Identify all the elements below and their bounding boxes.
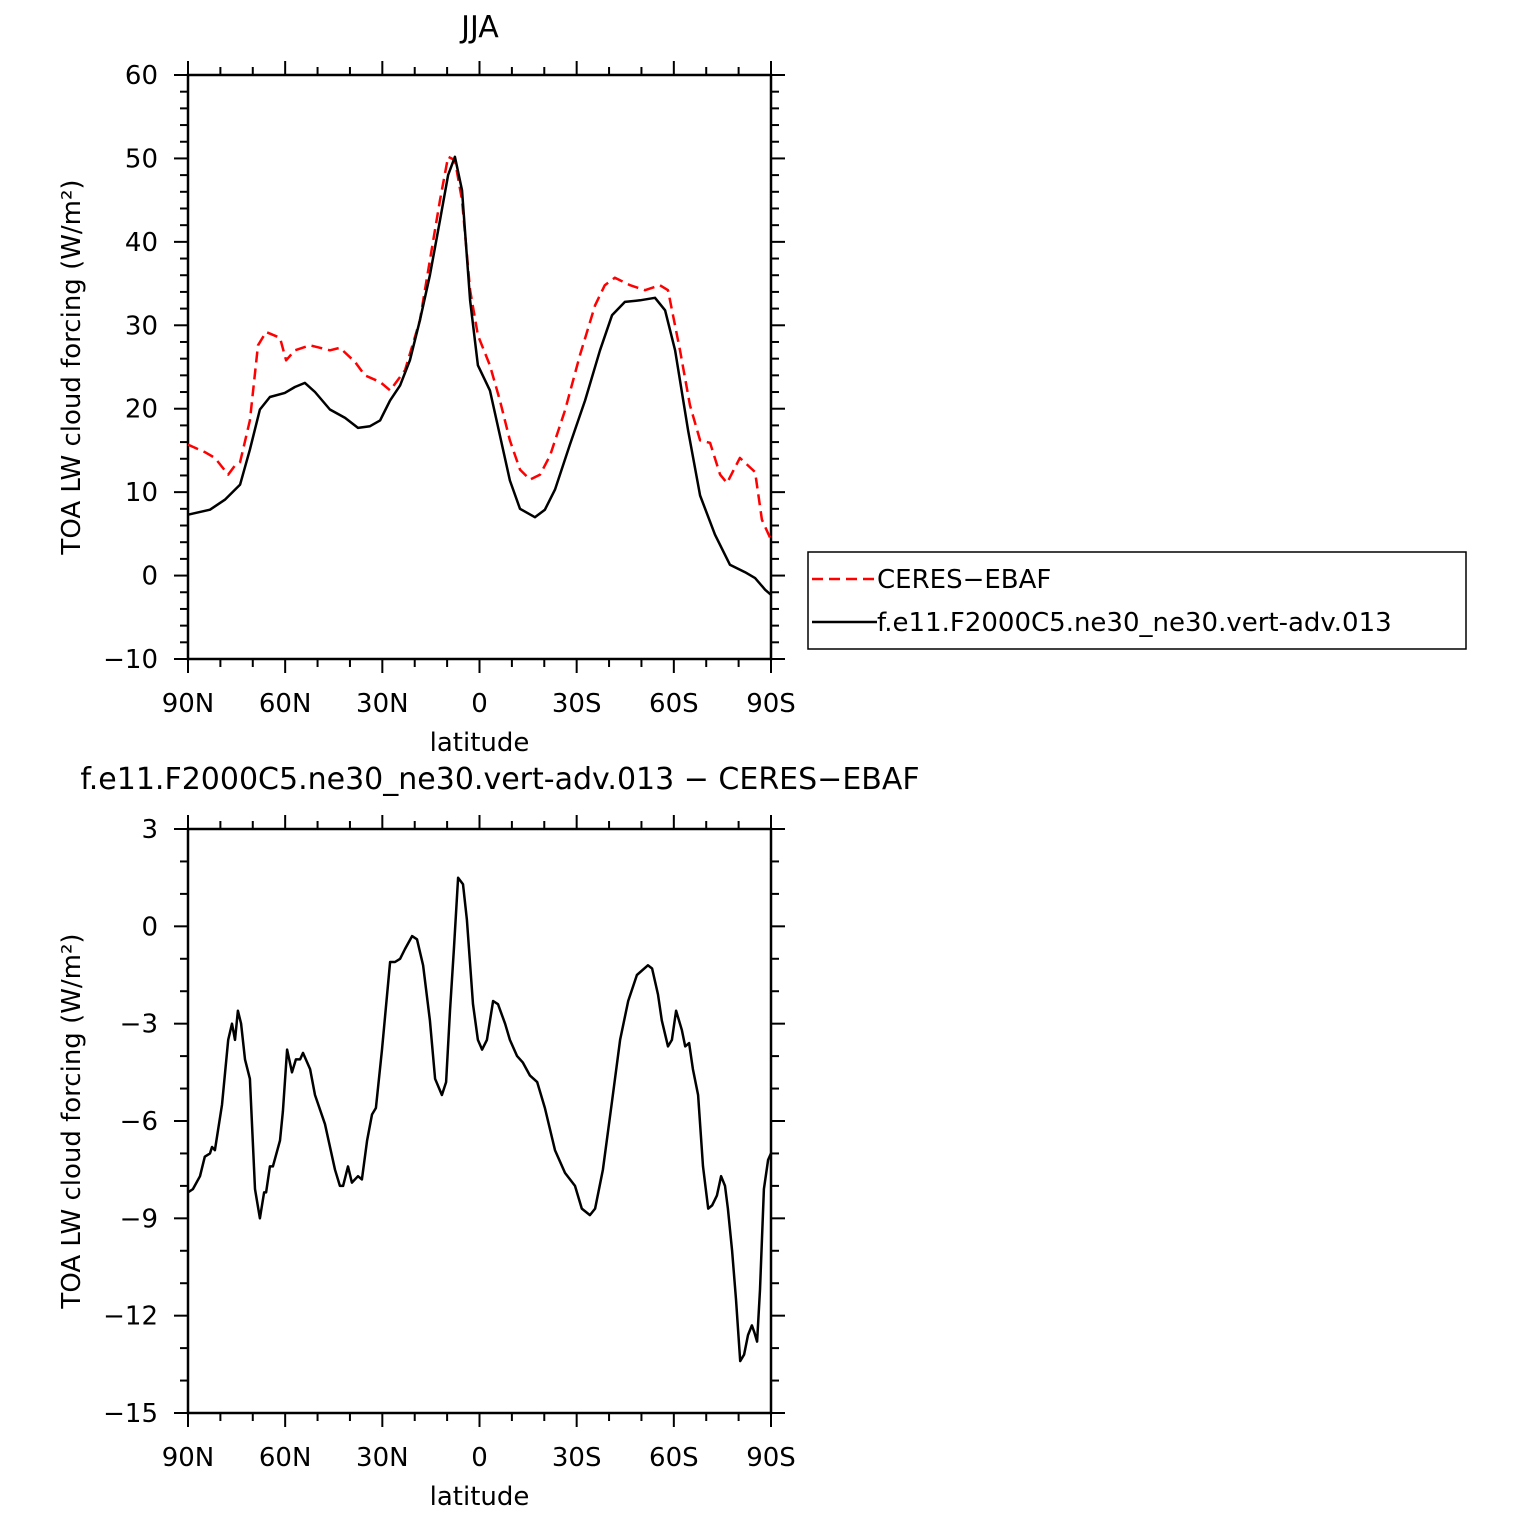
x-tick-label: 60S [649,689,699,719]
x-tick-label: 30S [552,689,602,719]
y-axis-label: TOA LW cloud forcing (W/m²) [57,933,87,1309]
y-tick-label: −10 [103,645,158,675]
y-tick-label: −9 [120,1204,158,1234]
y-tick-label: 10 [125,478,158,508]
series-line-model [187,155,772,596]
y-tick-label: 20 [125,395,158,425]
y-tick-label: −3 [120,1010,158,1040]
x-tick-label: 90S [746,689,796,719]
x-tick-label: 30S [552,1443,602,1473]
bottom-chart-title: f.e11.F2000C5.ne30_ne30.vert-adv.013 − C… [80,762,919,797]
top-chart-title: JJA [459,10,499,45]
y-tick-label: 0 [141,562,158,592]
x-axis-label: latitude [430,728,530,758]
y-tick-label: −12 [103,1302,158,1332]
legend-label-model: f.e11.F2000C5.ne30_ne30.vert-adv.013 [877,608,1392,638]
legend: CERES−EBAF f.e11.F2000C5.ne30_ne30.vert-… [807,551,1467,650]
legend-box [807,551,1467,650]
x-tick-label: 30N [356,1443,409,1473]
y-tick-label: −15 [103,1399,158,1429]
bottom-plot: 90N 60N 30N 0 30S 60S 90S −15 −12 −9 −6 −3 0 3 latitud… [57,815,796,1512]
y-tick-label: 0 [141,912,158,942]
x-tick-label: 0 [471,689,488,719]
y-tick-label: 60 [125,61,158,91]
x-tick-label: 60N [259,1443,312,1473]
legend-label-obs: CERES−EBAF [877,565,1051,595]
series-line-ceres-ebaf [187,155,773,541]
x-tick-label: 30N [356,689,409,719]
x-tick-label: 60N [259,689,312,719]
series-line-difference [187,876,773,1363]
x-tick-label: 90N [162,689,215,719]
y-tick-label: 50 [125,144,158,174]
y-tick-label: 40 [125,228,158,258]
x-tick-label: 90S [746,1443,796,1473]
y-tick-label: 30 [125,311,158,341]
x-axis-label: latitude [430,1482,530,1512]
top-plot: 90N 60N 30N 0 30S 60S 90S −10 0 10 20 30 40 50 60 latit… [57,61,796,758]
x-tick-label: 0 [471,1443,488,1473]
y-tick-label: −6 [120,1107,158,1137]
y-tick-label: 3 [141,815,158,845]
x-tick-label: 60S [649,1443,699,1473]
y-axis-label: TOA LW cloud forcing (W/m²) [57,179,87,555]
x-tick-label: 90N [162,1443,215,1473]
plot-frame [186,827,773,1415]
